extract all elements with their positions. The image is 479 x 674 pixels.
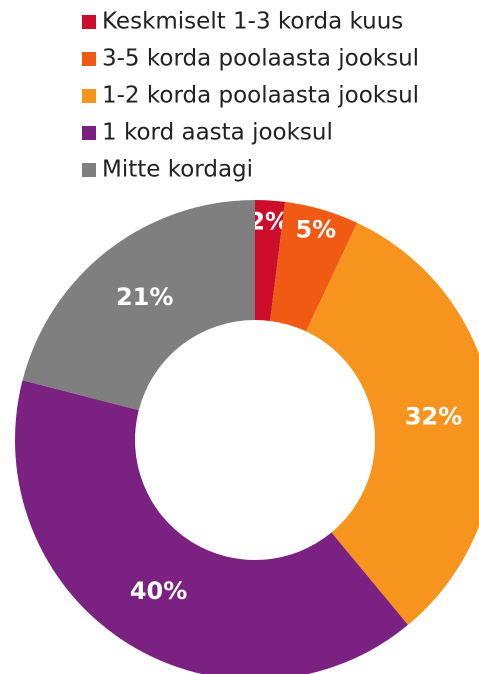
- legend-label: 1 kord aasta jooksul: [102, 120, 333, 146]
- value-label: 40%: [130, 577, 187, 605]
- donut-slice: [255, 200, 286, 321]
- donut-slice: [15, 380, 408, 674]
- legend-swatch: [82, 15, 96, 29]
- value-label: 5%: [295, 216, 336, 244]
- legend-label: 1-2 korda poolaasta jooksul: [102, 83, 419, 109]
- legend-swatch: [82, 163, 96, 177]
- legend-swatch: [82, 126, 96, 140]
- donut-slice: [270, 201, 358, 332]
- legend-swatch: [82, 89, 96, 103]
- legend-label: Keskmiselt 1-3 korda kuus: [102, 9, 403, 35]
- legend-label: Mitte kordagi: [102, 157, 253, 183]
- donut-slice: [22, 200, 256, 411]
- value-label: 32%: [405, 402, 462, 430]
- value-label: 21%: [116, 283, 173, 311]
- donut-slice: [306, 222, 479, 625]
- legend-label: 3-5 korda poolaasta jooksul: [102, 46, 419, 72]
- legend-swatch: [82, 52, 96, 66]
